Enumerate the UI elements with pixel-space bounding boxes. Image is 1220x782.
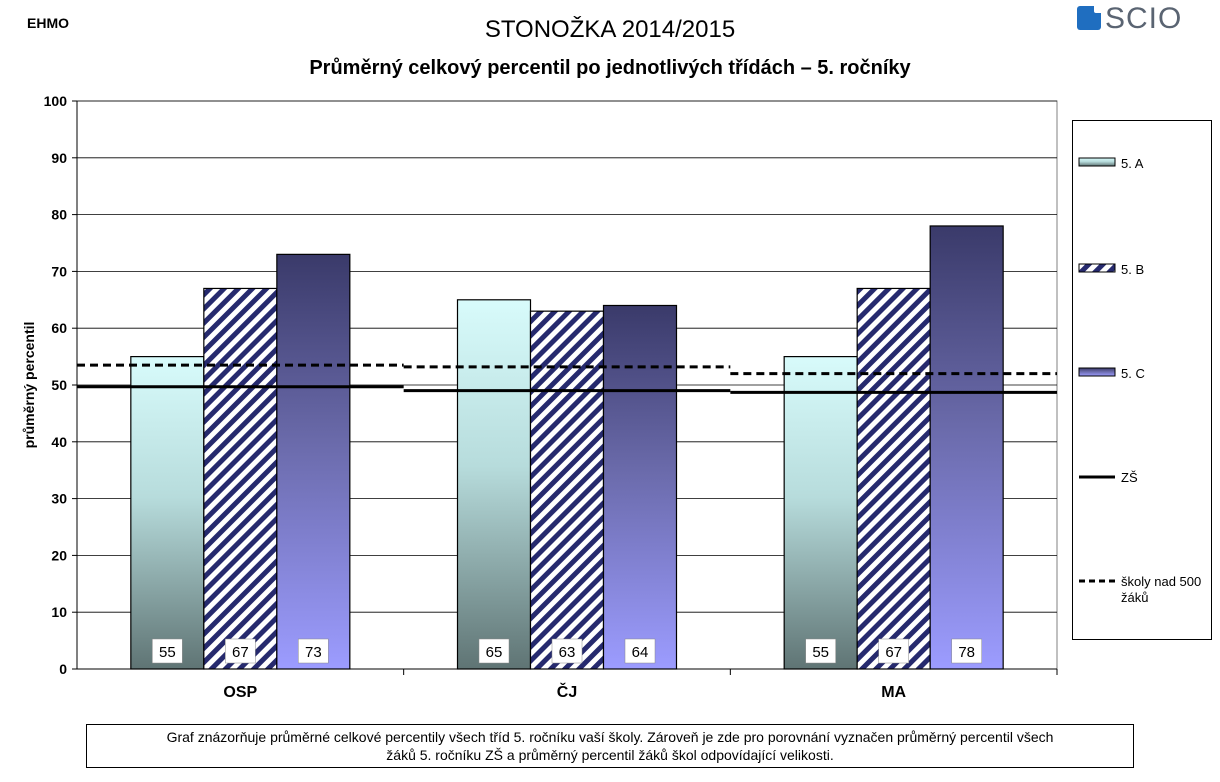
data-label-box — [951, 638, 982, 664]
data-label-5c-2: 78 — [958, 644, 975, 661]
data-label-box — [805, 638, 836, 664]
data-label-5a-0: 55 — [159, 644, 176, 661]
chart-note: Graf znázorňuje průměrné celkové percent… — [86, 724, 1134, 768]
legend-label-5b: 5. B — [1121, 262, 1144, 277]
legend-swatch-5a — [1078, 157, 1116, 167]
y-axis-label: průměrný percentil — [21, 322, 37, 449]
data-label-box — [478, 638, 510, 664]
data-label-5a-2: 55 — [812, 644, 829, 661]
data-label-5b-2: 67 — [885, 644, 902, 661]
legend-label-schools-1: školy nad 500 — [1121, 574, 1201, 589]
y-tick-label: 100 — [44, 93, 68, 109]
data-label-box — [225, 638, 256, 664]
data-label-box — [152, 638, 183, 664]
scio-logo: SCIO — [1077, 2, 1197, 36]
bar-chart: 55 67 73 65 63 64 55 67 78 0 10 20 30 40 50 60 70 80 90 10… — [21, 93, 1058, 701]
y-tick-label: 50 — [51, 377, 67, 393]
chart-note-line-2: žáků 5. ročníku ZŠ a průměrný percentil … — [386, 747, 834, 763]
bar-5a-0 — [130, 356, 205, 670]
category-label-2: MA — [881, 684, 906, 701]
bar-5c-0 — [276, 253, 351, 670]
y-tick-label: 0 — [59, 661, 67, 677]
chart-title: STONOŽKA 2014/2015 — [484, 16, 736, 43]
legend-label-5a: 5. A — [1121, 156, 1144, 171]
bar-5c-2 — [929, 225, 1004, 670]
y-tick-label: 20 — [51, 547, 67, 563]
data-label-box — [624, 638, 656, 664]
data-label-5a-1: 65 — [486, 644, 503, 661]
school-code: EHMO — [27, 15, 69, 31]
category-label-0: OSP — [223, 684, 257, 701]
bar-5b-0 — [203, 287, 278, 670]
data-label-box — [878, 638, 909, 664]
y-tick-label: 60 — [51, 320, 67, 336]
bar-5a-2 — [783, 356, 858, 670]
y-tick-label: 10 — [51, 604, 67, 620]
chart-subtitle: Průměrný celkový percentil po jednotlivý… — [309, 57, 911, 79]
bar-5a-1 — [456, 299, 532, 670]
legend-label-5c: 5. C — [1121, 366, 1145, 381]
scio-logo-icon — [1077, 3, 1104, 30]
legend-label-schools-2: žáků — [1121, 590, 1148, 605]
bar-5c-1 — [602, 304, 678, 670]
y-tick-label: 30 — [51, 491, 67, 507]
bar-5b-2 — [856, 287, 931, 670]
data-label-box — [298, 638, 329, 664]
legend-swatch-5b — [1078, 263, 1116, 273]
bar-5b-1 — [529, 310, 605, 670]
legend-label-zs: ZŠ — [1121, 470, 1138, 485]
y-tick-label: 40 — [51, 434, 67, 450]
chart-note-line-1: Graf znázorňuje průměrné celkové percent… — [166, 729, 1054, 745]
data-label-box — [551, 638, 583, 664]
y-tick-label: 90 — [51, 150, 67, 166]
chart-legend: 5. A 5. B 5. C ZŠ školy nad 500 žáků — [1072, 120, 1212, 640]
data-label-5b-1: 63 — [559, 644, 576, 661]
y-tick-label: 70 — [51, 263, 67, 279]
category-label-1: ČJ — [557, 682, 577, 701]
data-label-5c-1: 64 — [632, 644, 649, 661]
data-label-5b-0: 67 — [232, 644, 249, 661]
data-label-5c-0: 73 — [305, 644, 322, 661]
y-tick-label: 80 — [51, 207, 67, 223]
scio-logo-text: SCIO — [1105, 2, 1183, 35]
legend-swatch-5c — [1078, 367, 1116, 377]
